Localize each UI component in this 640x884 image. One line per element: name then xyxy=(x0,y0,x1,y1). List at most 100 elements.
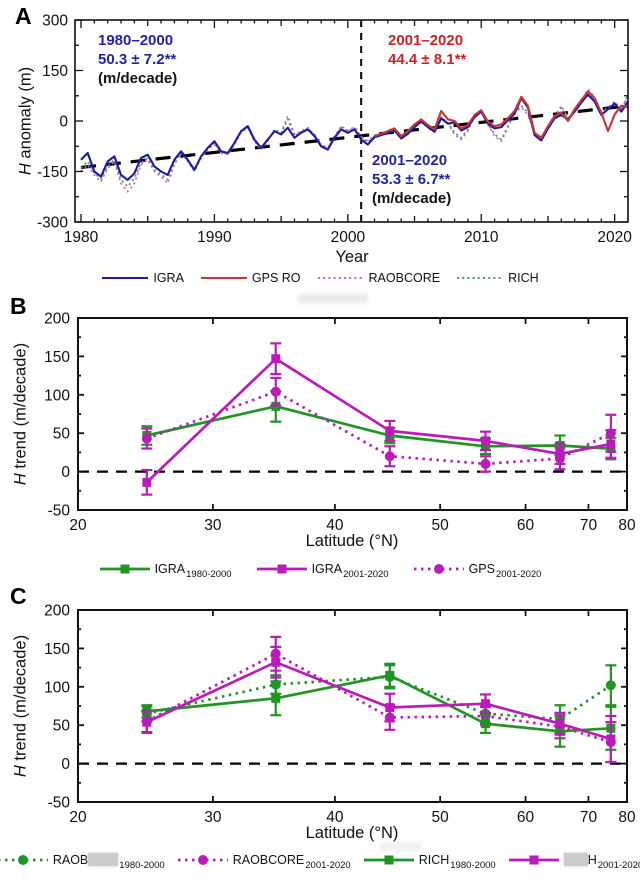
tick-label: 80 xyxy=(618,517,636,534)
data-point-marker xyxy=(481,436,491,446)
data-point-marker xyxy=(385,426,395,436)
panel-c-ticks xyxy=(77,609,628,803)
tick-label: 150 xyxy=(44,641,70,658)
data-point-marker xyxy=(141,433,152,444)
legend-swatch xyxy=(102,276,149,280)
tick-label: 100 xyxy=(44,387,70,404)
tick-label: 70 xyxy=(580,809,598,826)
panel-a-letter: A xyxy=(15,3,32,29)
data-point-marker xyxy=(271,693,281,703)
panel-b-ticks xyxy=(77,317,628,511)
redaction-box xyxy=(88,853,119,866)
legend-label: RAOBCORE xyxy=(232,853,305,867)
legend-label: H xyxy=(563,853,597,867)
panel-b-plot: -50 0 50 100 150 200 20 30 40 50 60 70 80 xyxy=(44,311,636,535)
tick-label: 150 xyxy=(44,349,70,366)
tick-label: 200 xyxy=(44,311,70,328)
legend-item: H 2001-2020 xyxy=(508,852,640,871)
tick-label: 30 xyxy=(204,517,222,534)
legend-label: IGRA xyxy=(153,271,184,285)
legend-swatch xyxy=(200,276,247,280)
annotation-period: 2001–2020 xyxy=(388,32,464,49)
tick-label: 20 xyxy=(69,809,87,826)
data-point-marker xyxy=(270,386,281,397)
legend-item: RICH 1980-2000 xyxy=(363,852,496,871)
panel-b-letter: B xyxy=(10,293,27,319)
data-point-marker xyxy=(555,719,565,729)
annotation-trend-value: 44.4 ± 8.1** xyxy=(388,51,467,68)
series-IGRA xyxy=(80,93,629,181)
panel-c-ylabel-rest: trend (m/decade) xyxy=(11,634,30,766)
panel-b-axis-box xyxy=(77,317,628,511)
panel-b-xlabel: Latitude (°N) xyxy=(305,532,399,550)
data-point-marker xyxy=(142,477,152,487)
legend-item: GPS RO xyxy=(200,270,301,286)
legend-item: IGRA 1980-2000 xyxy=(99,561,232,580)
tick-label: 2000 xyxy=(331,229,366,246)
legend-swatch xyxy=(508,855,559,865)
legend-sub-period: 2001-2020 xyxy=(495,568,542,580)
circle-marker-icon xyxy=(433,564,444,574)
legend-sub-period: 1980-2000 xyxy=(119,859,165,871)
data-point-marker xyxy=(385,670,395,680)
tick-label: 0 xyxy=(61,464,70,481)
legend-sub-period: 2001-2020 xyxy=(597,859,640,871)
annotation-period: 1980–2000 xyxy=(98,32,174,49)
data-point-marker xyxy=(142,717,152,727)
legend-sub-period: 1980-2000 xyxy=(186,568,232,580)
panel-b-ylabel-rest: trend (m/decade) xyxy=(11,342,30,474)
tick-label: 60 xyxy=(517,517,535,534)
tick-label: 100 xyxy=(44,679,70,696)
trend-dashed-line xyxy=(80,104,629,170)
tick-label: 40 xyxy=(326,809,344,826)
legend-sub-period: 1980-2000 xyxy=(450,859,496,871)
circle-marker-icon xyxy=(17,855,28,865)
square-marker-icon xyxy=(120,564,130,574)
series-RICH-2001-2020 xyxy=(141,645,617,764)
legend-item: RAOBCORE xyxy=(317,270,440,286)
legend-label: IGRA xyxy=(154,562,186,576)
square-marker-icon xyxy=(384,855,394,865)
square-marker-icon xyxy=(529,855,539,865)
tick-label: 50 xyxy=(432,809,450,826)
panel-c-ylabel-italic: H xyxy=(11,765,30,778)
series-GPS-RO xyxy=(374,90,629,139)
trend-annotation-2001-2020-gps: 2001–2020 44.4 ± 8.1** xyxy=(388,31,466,69)
trend-annotation-1980-2000: 1980–2000 50.3 ± 7.2** (m/decade) xyxy=(98,31,177,88)
legend-label: GPS RO xyxy=(251,271,301,285)
trend-annotation-2001-2020-igra: 2001–2020 53.3 ± 6.7** (m/decade) xyxy=(372,151,451,208)
gray-smudge xyxy=(380,842,422,851)
data-point-marker xyxy=(271,657,281,667)
legend-swatch xyxy=(0,855,48,865)
legend-label: IGRA xyxy=(311,562,343,576)
data-point-marker xyxy=(555,449,565,459)
legend-item: RICH xyxy=(456,270,539,286)
panel-a-ticks xyxy=(75,19,628,223)
tick-label: 50 xyxy=(53,718,71,735)
legend-label: RAOB xyxy=(53,853,119,867)
data-point-marker xyxy=(481,719,491,729)
legend-label: RICH xyxy=(508,271,539,285)
annotation-trend-value: 53.3 ± 6.7** xyxy=(372,171,451,188)
legend-swatch xyxy=(363,855,414,865)
legend-swatch xyxy=(256,564,307,574)
tick-label: 30 xyxy=(204,809,222,826)
tick-label: 20 xyxy=(69,517,87,534)
legend-item: GPS 2001-2020 xyxy=(413,561,542,580)
annotation-trend-value: 50.3 ± 7.2** xyxy=(98,51,177,68)
tick-label: 2010 xyxy=(464,229,499,246)
legend-swatch xyxy=(413,564,464,574)
gray-smudge xyxy=(298,294,368,303)
series-RAOBCORE-2001-2020 xyxy=(141,635,617,764)
tick-label: 70 xyxy=(580,517,598,534)
panel-c-legend: RAOB 1980-2000 RAOBCORE 2001-2020 RICH 1980-2… xyxy=(0,849,640,871)
panel-a-xlabel: Year xyxy=(335,248,369,266)
panel-c-plot: -50 0 50 100 150 200 20 30 40 50 60 70 80 xyxy=(44,603,636,827)
legend-item: IGRA xyxy=(101,270,184,286)
tick-label: -50 xyxy=(48,503,71,520)
data-point-marker xyxy=(606,439,616,449)
annotation-period: 2001–2020 xyxy=(372,152,448,169)
legend-swatch xyxy=(177,855,228,865)
